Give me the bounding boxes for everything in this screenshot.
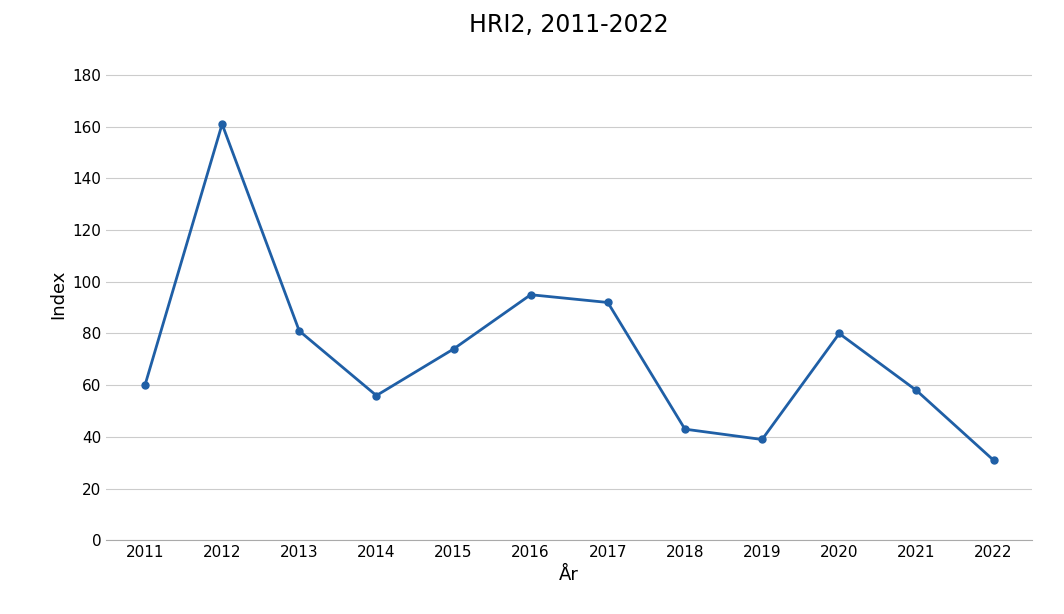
X-axis label: År: År [560,565,579,584]
Y-axis label: Index: Index [49,270,67,319]
Title: HRI2, 2011-2022: HRI2, 2011-2022 [469,14,669,37]
